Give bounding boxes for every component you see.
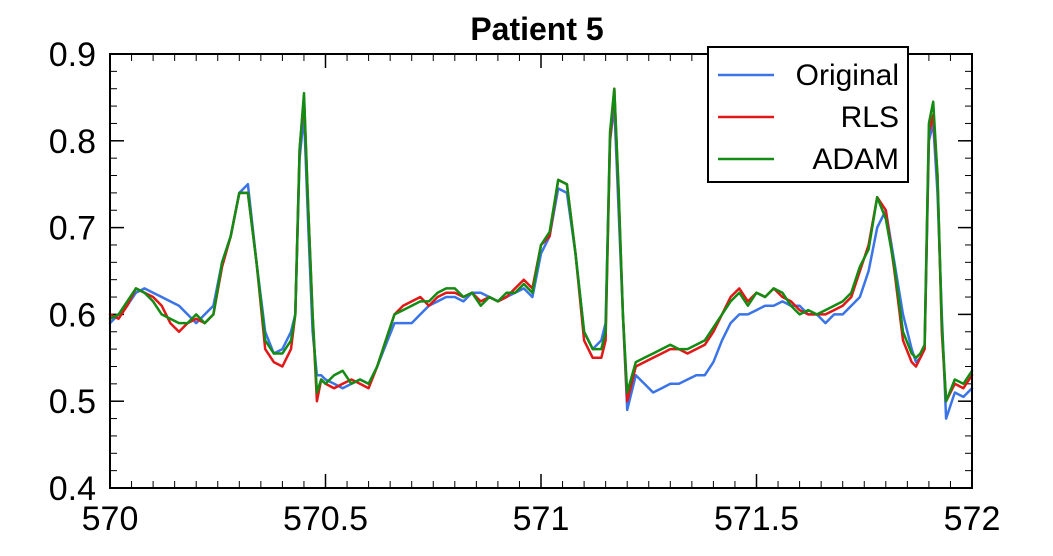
x-tick-label: 571	[513, 500, 570, 538]
series-line-adam	[108, 87, 974, 403]
chart-title: Patient 5	[470, 11, 603, 47]
y-tick-label: 0.7	[49, 210, 96, 248]
y-tick-label: 0.9	[49, 36, 96, 74]
legend-label: ADAM	[812, 143, 899, 176]
legend-label: Original	[796, 59, 899, 92]
legend: Original RLS ADAM	[707, 46, 909, 183]
series-layer	[108, 87, 974, 420]
legend-label: RLS	[841, 101, 899, 134]
x-tick-label: 572	[944, 500, 1001, 538]
y-tick-label: 0.4	[49, 470, 96, 508]
x-tick-label: 570	[82, 500, 139, 538]
y-tick-label: 0.6	[49, 296, 96, 334]
y-tick-label: 0.5	[49, 383, 96, 421]
plot-frame	[109, 53, 973, 489]
y-tick-label: 0.8	[49, 123, 96, 161]
axis-ticks: 570 570.5 571 571.5 572 0.4 0.5 0.6 0.7 0.8 0.9	[49, 36, 1001, 538]
x-tick-label: 570.5	[283, 500, 368, 538]
x-tick-label: 571.5	[714, 500, 799, 538]
